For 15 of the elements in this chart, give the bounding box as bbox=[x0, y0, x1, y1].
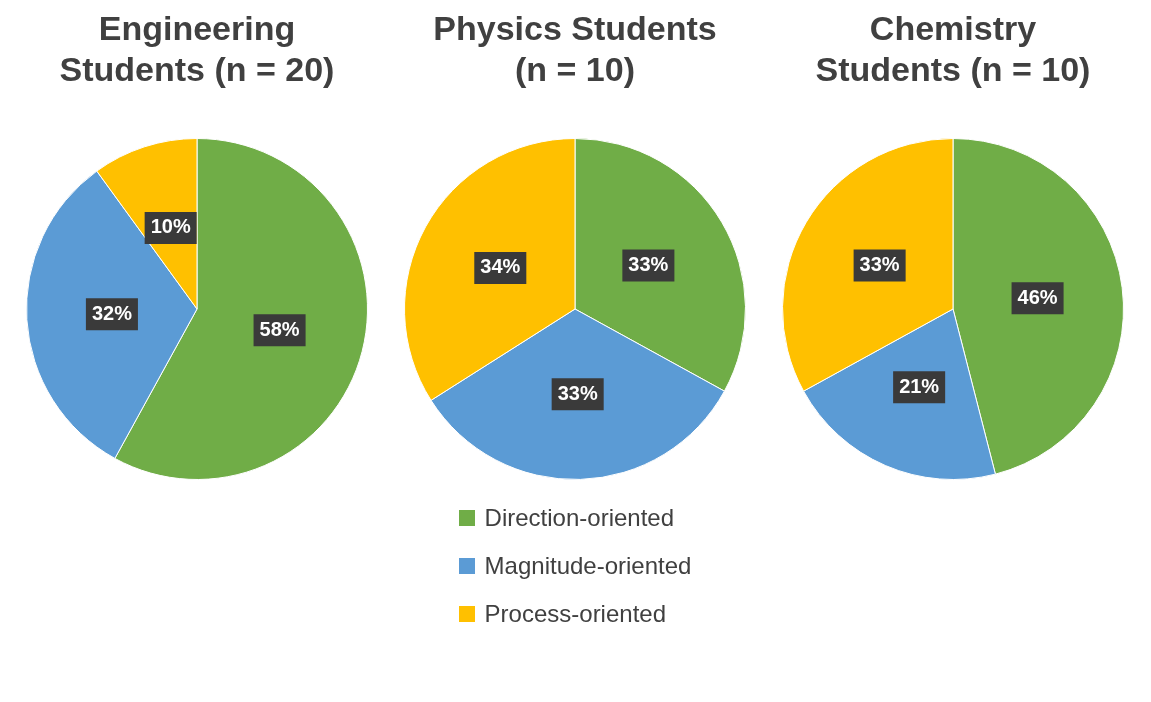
chart-title: Physics Students (n = 10) bbox=[432, 8, 718, 90]
chart-title: Chemistry Students (n = 10) bbox=[814, 8, 1092, 90]
data-label: 34% bbox=[480, 255, 521, 278]
data-label: 32% bbox=[91, 301, 133, 324]
data-label: 58% bbox=[259, 317, 300, 340]
chart-title: Engineering Students (n = 20) bbox=[58, 8, 336, 90]
data-label: 10% bbox=[150, 215, 191, 238]
data-label: 33% bbox=[628, 253, 669, 276]
data-label: 21% bbox=[899, 374, 940, 397]
data-label: 46% bbox=[1017, 285, 1058, 308]
legend-label: Magnitude-oriented bbox=[484, 552, 692, 580]
legend-label: Process-oriented bbox=[484, 600, 667, 628]
data-label: 33% bbox=[859, 253, 900, 276]
legend-label: Direction-oriented bbox=[484, 504, 675, 532]
data-label: 33% bbox=[557, 381, 598, 404]
